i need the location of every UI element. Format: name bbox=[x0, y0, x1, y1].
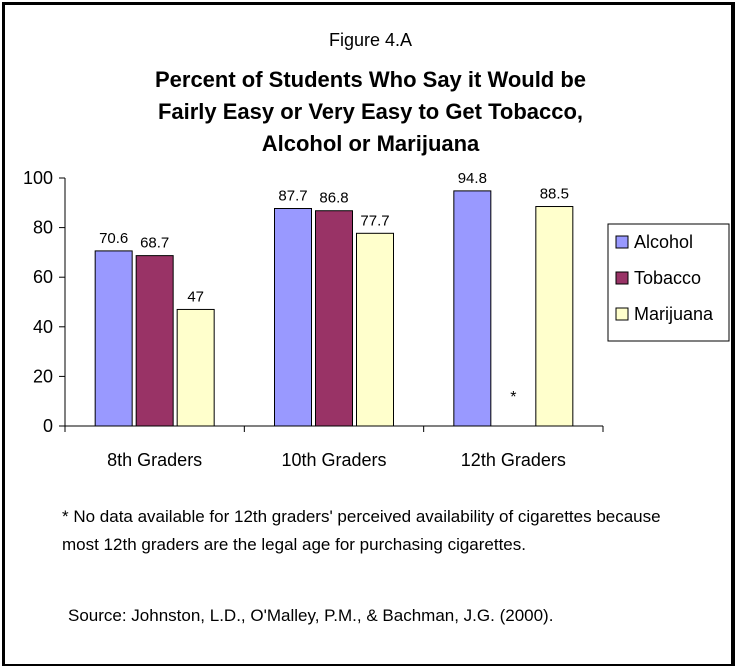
bar bbox=[356, 232, 394, 427]
data-label: 94.8 bbox=[458, 170, 487, 187]
x-tick-label: 10th Graders bbox=[281, 450, 386, 470]
data-label: 77.7 bbox=[360, 212, 389, 229]
data-label: 88.5 bbox=[540, 186, 569, 203]
data-label: 68.7 bbox=[140, 235, 169, 252]
bar bbox=[274, 208, 312, 427]
legend-entry: Tobacco bbox=[634, 268, 701, 288]
data-label: 87.7 bbox=[278, 188, 307, 205]
bar bbox=[135, 255, 174, 427]
y-tick-label: 60 bbox=[33, 267, 53, 287]
source-citation: Source: Johnston, L.D., O'Malley, P.M., … bbox=[68, 606, 554, 625]
y-tick-label: 20 bbox=[33, 366, 53, 386]
bar bbox=[535, 206, 574, 427]
data-label: 70.6 bbox=[99, 230, 128, 247]
legend-entry: Alcohol bbox=[634, 232, 693, 252]
y-tick-label: 40 bbox=[33, 317, 53, 337]
y-tick-label: 0 bbox=[43, 416, 53, 436]
bar bbox=[315, 210, 353, 427]
data-label: 47 bbox=[187, 288, 204, 305]
missing-data-marker: * bbox=[510, 389, 516, 406]
chart-title: Percent of Students Who Say it Would be … bbox=[0, 64, 741, 160]
title-line-2: Fairly Easy or Very Easy to Get Tobacco, bbox=[157, 99, 584, 124]
bar bbox=[176, 308, 215, 427]
x-tick-label: 12th Graders bbox=[461, 450, 566, 470]
legend-swatch bbox=[615, 271, 629, 285]
title-line-1: Percent of Students Who Say it Would be bbox=[154, 67, 587, 92]
y-tick-label: 80 bbox=[33, 218, 53, 238]
bar bbox=[94, 250, 133, 427]
x-tick-label: 8th Graders bbox=[107, 450, 202, 470]
bar-chart: 0 20 40 60 80 100 8th Graders 10th Graders 12th … bbox=[23, 168, 730, 470]
bar bbox=[453, 190, 492, 427]
figure-label: Figure 4.A bbox=[328, 30, 413, 50]
legend-swatch bbox=[615, 307, 629, 321]
data-label: 86.8 bbox=[319, 190, 348, 207]
legend-swatch bbox=[615, 235, 629, 249]
legend-entry: Marijuana bbox=[634, 304, 714, 324]
y-tick-label: 100 bbox=[23, 168, 53, 188]
title-line-3: Alcohol or Marijuana bbox=[261, 131, 480, 156]
footnote: * No data available for 12th graders' pe… bbox=[62, 507, 661, 554]
